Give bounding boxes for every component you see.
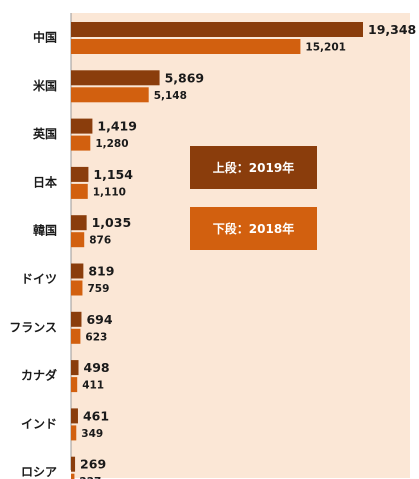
bar-2019	[71, 166, 89, 182]
data-label-2019: 5,869	[165, 70, 205, 85]
category-label: 日本	[33, 174, 57, 189]
category-label: ロシア	[21, 465, 57, 479]
data-label-2019: 819	[88, 264, 114, 279]
bar-2019	[71, 408, 78, 424]
bar-2018	[71, 39, 301, 54]
data-label-2019: 694	[86, 312, 112, 327]
bar-2018	[71, 135, 91, 151]
data-label-2018: 411	[82, 380, 104, 392]
legend-2018: 下段：2018年	[190, 207, 317, 250]
bar-2018	[71, 425, 77, 441]
category-label: 韓国	[33, 223, 57, 238]
bar-2019	[71, 215, 87, 231]
category-label: 米国	[33, 78, 57, 93]
bar-2018	[71, 87, 149, 103]
bar-2018	[71, 280, 83, 296]
data-label-2018: 876	[89, 235, 111, 247]
bar-2018	[71, 183, 88, 199]
category-label: カナダ	[21, 368, 57, 383]
bar-2018	[71, 377, 78, 393]
data-label-2019: 498	[84, 360, 110, 375]
data-label-2018: 349	[81, 428, 103, 440]
bar-2019	[71, 311, 82, 327]
bar-2019	[71, 70, 160, 86]
data-label-2019: 1,154	[93, 167, 133, 182]
bar-2019	[71, 360, 79, 376]
data-label-2018: 227	[79, 476, 101, 479]
category-label: インド	[21, 417, 57, 431]
data-label-2019: 1,419	[97, 119, 137, 134]
bar-2018	[71, 473, 75, 479]
data-label-2019: 461	[83, 408, 109, 423]
bar-2018	[71, 328, 81, 344]
bar-2019	[71, 456, 76, 472]
bar-2018	[71, 232, 85, 248]
data-label-2018: 623	[85, 331, 107, 343]
legend-2019: 上段：2019年	[190, 146, 317, 189]
bar-2019	[71, 263, 84, 279]
data-label-2018: 759	[87, 283, 109, 295]
bar-2019	[71, 118, 93, 134]
data-label-2018: 1,110	[93, 186, 126, 198]
data-label-2019: 269	[80, 457, 106, 472]
data-label-2018: 5,148	[154, 90, 187, 102]
data-label-2019: 1,035	[92, 215, 132, 230]
category-label: 中国	[33, 30, 57, 45]
bar-2019	[71, 22, 363, 37]
category-label: フランス	[9, 320, 57, 334]
data-label-2019: 19,348	[368, 22, 416, 37]
category-label: 英国	[33, 126, 57, 141]
category-label: ドイツ	[21, 272, 57, 286]
data-label-2018: 15,201	[305, 42, 346, 54]
data-label-2018: 1,280	[95, 138, 128, 150]
